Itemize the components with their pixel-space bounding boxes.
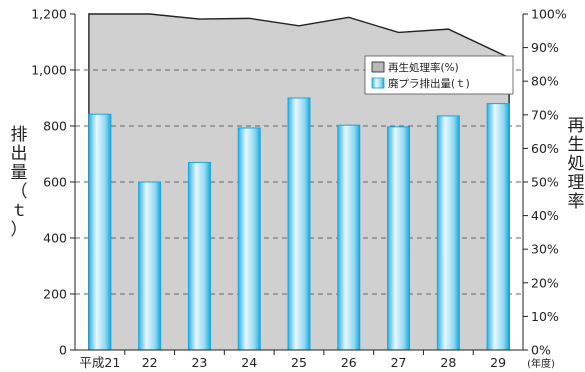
left-tick-label: 1,200 [31, 7, 67, 22]
bar-amount [437, 116, 459, 350]
left-tick-label: 1,000 [31, 63, 67, 78]
right-tick-label: 30% [531, 242, 559, 257]
right-tick-label: 60% [531, 141, 559, 156]
right-axis-title: 生 [568, 135, 585, 155]
left-axis-title: 量 [11, 163, 28, 183]
left-axis-title: 出 [11, 144, 28, 164]
bar-amount [487, 104, 509, 350]
left-axis-title: 排 [11, 125, 28, 145]
x-tick-label: 27 [391, 355, 407, 370]
right-tick-label: 10% [531, 309, 559, 324]
right-tick-label: 50% [531, 175, 559, 190]
right-axis-title: 率 [568, 192, 585, 212]
bar-amount [238, 128, 260, 350]
x-tick-label: 29 [490, 355, 506, 370]
x-tick-label: 22 [142, 355, 158, 370]
left-axis-title: （ [11, 182, 28, 202]
legend: 再生処理率(%) 廃プラ排出量(ｔ) [365, 56, 513, 94]
bar-amount [388, 127, 410, 350]
x-tick-label: 23 [191, 355, 207, 370]
left-tick-label: 400 [43, 231, 67, 246]
bar-amount [338, 125, 360, 350]
right-tick-label: 40% [531, 208, 559, 223]
left-tick-label: 600 [43, 175, 67, 190]
left-tick-label: 0 [59, 343, 67, 358]
right-axis-title: 理 [568, 173, 585, 193]
bar-amount [288, 98, 310, 350]
left-tick-label: 200 [43, 287, 67, 302]
right-axis-title: 再 [568, 116, 585, 136]
right-tick-label: 80% [531, 74, 559, 89]
right-tick-label: 70% [531, 107, 559, 122]
x-tick-label: 28 [440, 355, 456, 370]
x-tick-label: 24 [241, 355, 257, 370]
bar-amount [89, 114, 111, 350]
x-tick-label: 平成21 [79, 355, 120, 370]
left-axis-title: ｔ [11, 201, 28, 221]
left-axis-title: ） [11, 220, 28, 240]
right-axis-title: 処 [568, 154, 585, 174]
x-axis-unit: (年度) [527, 357, 555, 370]
legend-label-rate: 再生処理率(%) [388, 61, 459, 74]
legend-swatch-amount [372, 78, 384, 88]
x-tick-label: 26 [341, 355, 357, 370]
right-tick-label: 20% [531, 275, 559, 290]
legend-swatch-rate [372, 62, 384, 72]
x-tick-label: 25 [291, 355, 307, 370]
legend-label-amount: 廃プラ排出量(ｔ) [388, 77, 470, 90]
bar-amount [139, 182, 161, 350]
bar-amount [188, 162, 210, 350]
right-tick-label: 0% [531, 343, 551, 358]
right-tick-label: 100% [531, 7, 567, 22]
right-tick-label: 90% [531, 40, 559, 55]
left-tick-label: 800 [43, 119, 67, 134]
